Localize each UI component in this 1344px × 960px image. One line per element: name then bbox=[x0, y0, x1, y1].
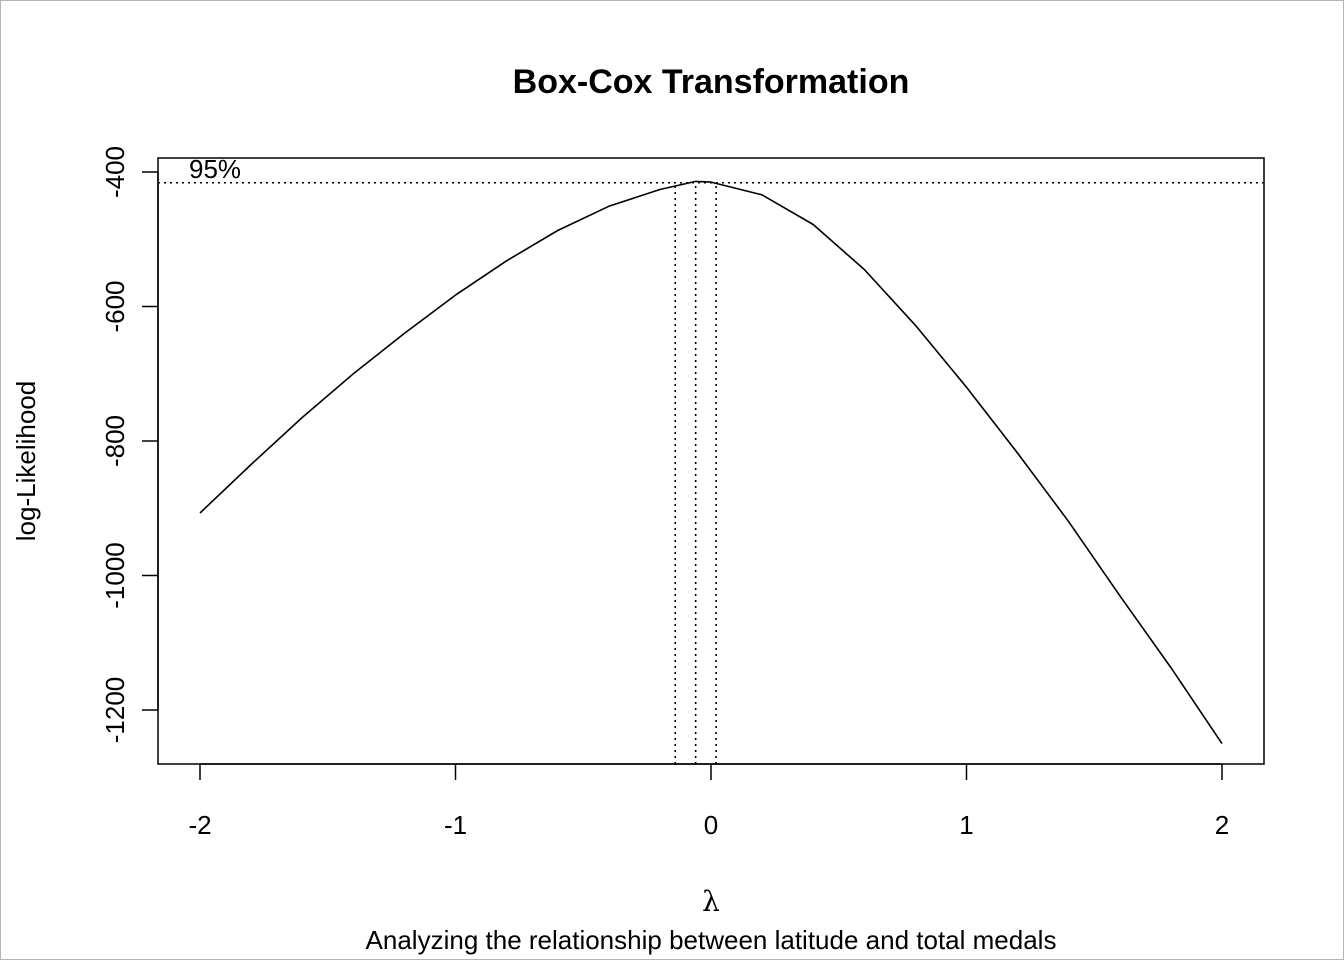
x-tick-label: -1 bbox=[444, 810, 467, 840]
likelihood-line bbox=[199, 180, 1223, 745]
x-tick-label: -2 bbox=[188, 810, 211, 840]
chart-subtitle: Analyzing the relationship between latit… bbox=[366, 925, 1057, 955]
x-tick-label: 2 bbox=[1215, 810, 1229, 840]
x-axis-label: λ bbox=[702, 885, 720, 918]
y-tick-label: -600 bbox=[100, 280, 130, 332]
chart-title: Box-Cox Transformation bbox=[513, 63, 910, 101]
y-axis: -400 -600 -800 -1000 -1200 bbox=[100, 146, 159, 744]
y-tick-label: -1000 bbox=[100, 542, 130, 609]
confidence-interval-lines: 95% bbox=[158, 154, 1264, 764]
ci-label: 95% bbox=[189, 154, 241, 184]
y-tick-label: -1200 bbox=[100, 677, 130, 744]
plot-area-border bbox=[157, 157, 1265, 765]
y-tick-label: -400 bbox=[100, 146, 130, 198]
x-tick-label: 0 bbox=[704, 810, 718, 840]
y-tick-label: -800 bbox=[100, 415, 130, 467]
x-axis: -2 -1 0 1 2 bbox=[188, 763, 1229, 840]
x-tick-label: 1 bbox=[959, 810, 973, 840]
likelihood-curve bbox=[199, 180, 1223, 745]
y-axis-label: log-Likelihood bbox=[11, 381, 41, 541]
